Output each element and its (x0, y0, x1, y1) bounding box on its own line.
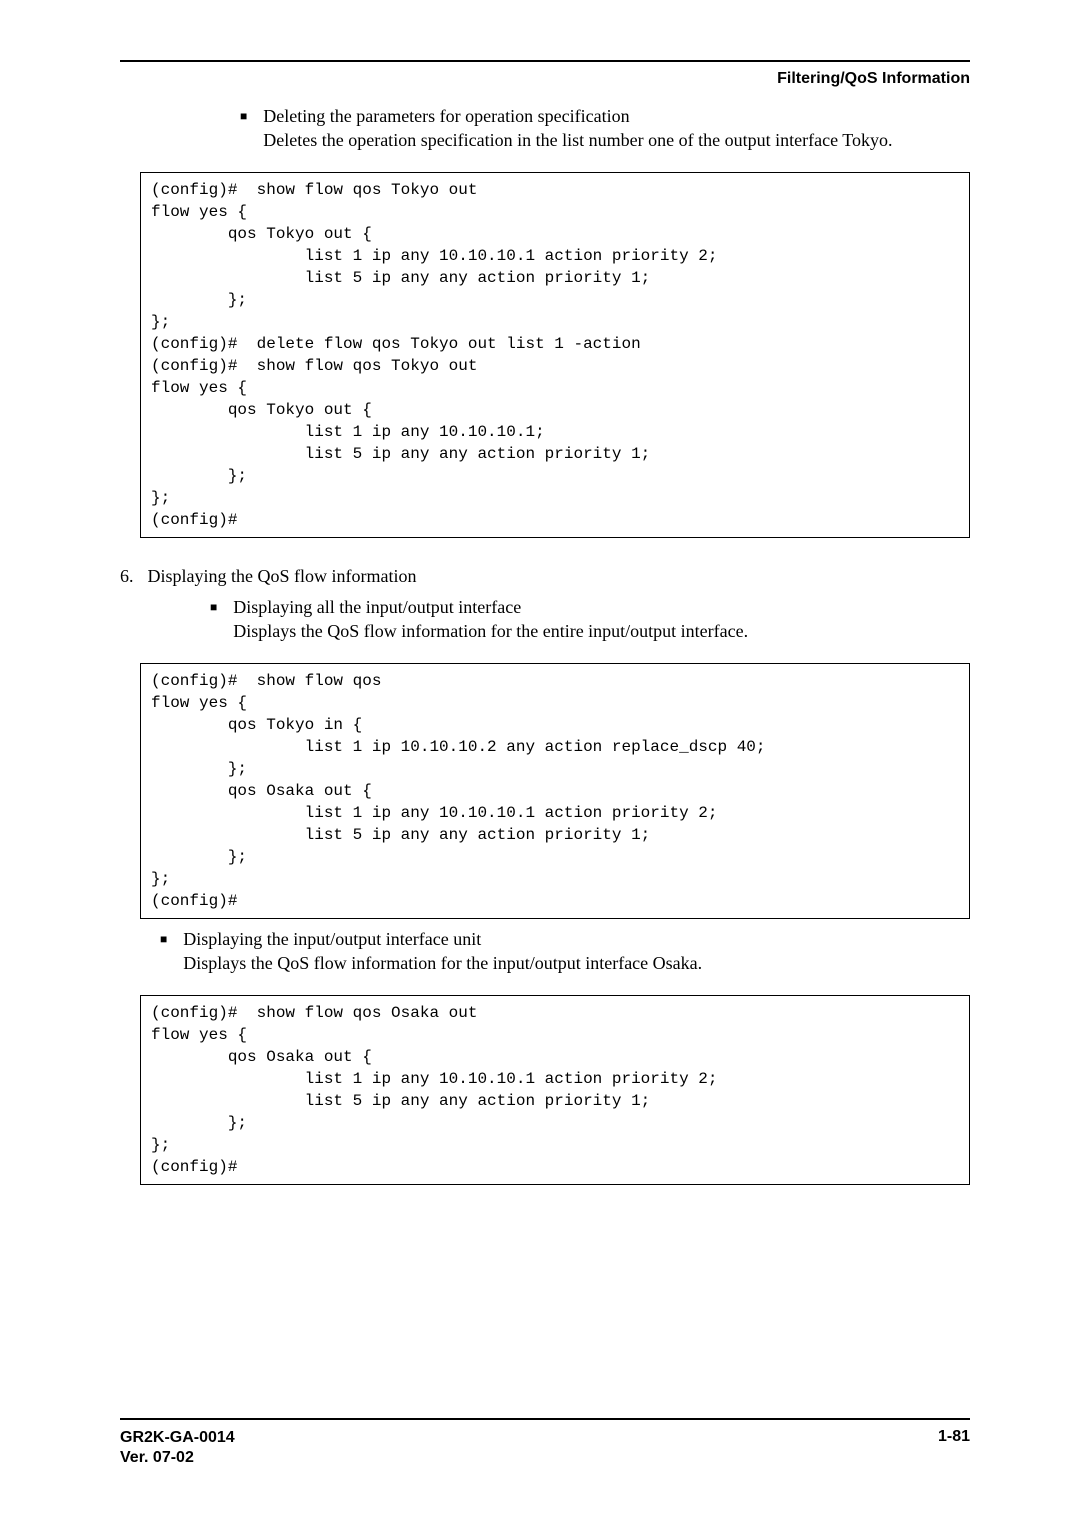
footer-row: GR2K-GA-0014 Ver. 07-02 1-81 (120, 1428, 970, 1468)
bullet-title: Deleting the parameters for operation sp… (263, 106, 629, 126)
bullet-text: Displaying all the input/output interfac… (233, 595, 970, 643)
footer-rule (120, 1418, 970, 1420)
item-number: 6. (120, 566, 134, 587)
bullet-square-icon: ■ (240, 104, 247, 152)
header-title: Filtering/QoS Information (120, 70, 970, 88)
bullet-title: Displaying the input/output interface un… (183, 929, 481, 949)
bullet-text: Displaying the input/output interface un… (183, 927, 970, 975)
doc-id: GR2K-GA-0014 (120, 1429, 235, 1446)
item-heading: Displaying the QoS flow information (148, 566, 417, 587)
bullet-body: Displays the QoS flow information for th… (233, 621, 748, 641)
bullet-square-icon: ■ (210, 595, 217, 643)
bullet-title: Displaying all the input/output interfac… (233, 597, 521, 617)
bullet-item-delete-params: ■ Deleting the parameters for operation … (240, 104, 970, 152)
bullet-body: Deletes the operation specification in t… (263, 130, 892, 150)
code-block-1: (config)# show flow qos Tokyo out flow y… (140, 172, 970, 538)
footer-left: GR2K-GA-0014 Ver. 07-02 (120, 1428, 235, 1468)
code-block-2: (config)# show flow qos flow yes { qos T… (140, 663, 970, 919)
bullet-square-icon: ■ (160, 927, 167, 975)
header-rule (120, 60, 970, 62)
code-block-3: (config)# show flow qos Osaka out flow y… (140, 995, 970, 1185)
bullet-item-display-unit: ■ Displaying the input/output interface … (160, 927, 970, 975)
page-footer: GR2K-GA-0014 Ver. 07-02 1-81 (120, 1418, 970, 1468)
numbered-heading: 6. Displaying the QoS flow information (120, 566, 970, 587)
bullet-item-display-all: ■ Displaying all the input/output interf… (210, 595, 970, 643)
page-number: 1-81 (938, 1428, 970, 1468)
bullet-text: Deleting the parameters for operation sp… (263, 104, 970, 152)
doc-version: Ver. 07-02 (120, 1449, 194, 1466)
bullet-body: Displays the QoS flow information for th… (183, 953, 702, 973)
